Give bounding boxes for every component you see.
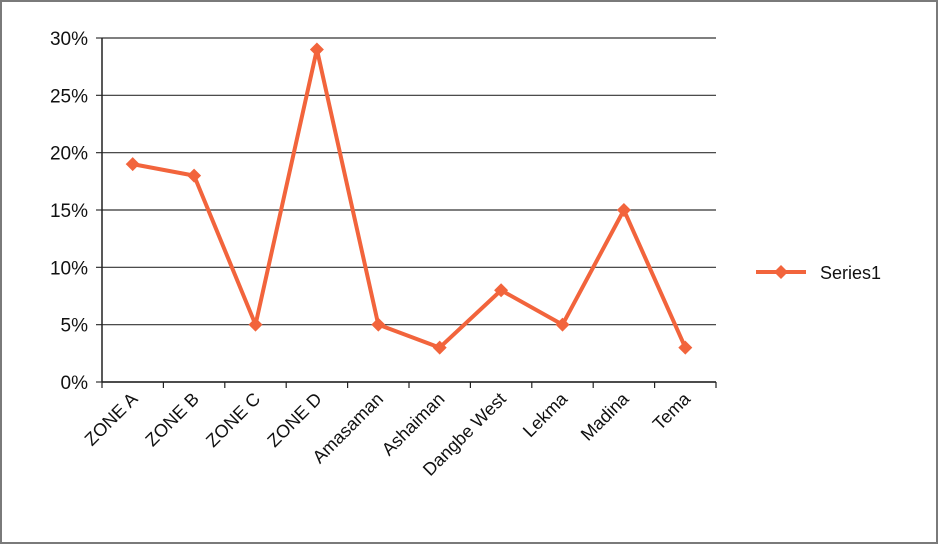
data-point-0-8 <box>616 203 631 217</box>
y-tick-label-5: 25% <box>50 86 88 107</box>
y-tick-label-2: 10% <box>50 258 88 279</box>
data-point-0-1 <box>187 168 202 183</box>
gridlines <box>102 37 716 383</box>
data-point-0-3 <box>309 42 324 57</box>
y-tick-label-6: 30% <box>50 29 88 50</box>
legend-series1-label: Series1 <box>820 263 881 283</box>
data-point-0-0 <box>125 157 140 172</box>
legend: Series1 <box>756 263 881 283</box>
x-axis-tick-labels: ZONE A ZONE B ZONE C ZONE DAmasamanAshaiman… <box>81 388 695 480</box>
data-point-0-2 <box>248 317 263 332</box>
x-tick-label-1: ZONE B <box>141 389 203 451</box>
x-tick-label-8: Madina <box>577 388 634 445</box>
axes <box>96 37 717 388</box>
x-tick-label-7: Lekma <box>519 388 572 441</box>
data-point-0-5 <box>432 340 447 355</box>
data-point-0-7 <box>555 317 570 332</box>
series-line-0 <box>132 47 688 350</box>
data-point-0-9 <box>678 340 693 355</box>
legend-series1-marker <box>774 265 788 279</box>
y-tick-label-3: 15% <box>50 201 88 222</box>
series-lines <box>125 42 693 355</box>
data-point-0-6 <box>494 283 509 298</box>
y-tick-label-4: 20% <box>50 144 88 165</box>
x-tick-label-2: ZONE C <box>202 389 264 451</box>
data-point-0-4 <box>371 317 386 332</box>
y-tick-label-1: 5% <box>61 316 89 337</box>
x-tick-label-9: Tema <box>649 388 695 434</box>
y-tick-label-0: 0% <box>61 373 89 394</box>
y-axis-tick-labels: 0% 5% 10% 15% 20% 25% 30% <box>50 29 88 394</box>
x-tick-label-0: ZONE A <box>81 389 142 450</box>
x-tick-label-3: ZONE D <box>263 389 325 451</box>
